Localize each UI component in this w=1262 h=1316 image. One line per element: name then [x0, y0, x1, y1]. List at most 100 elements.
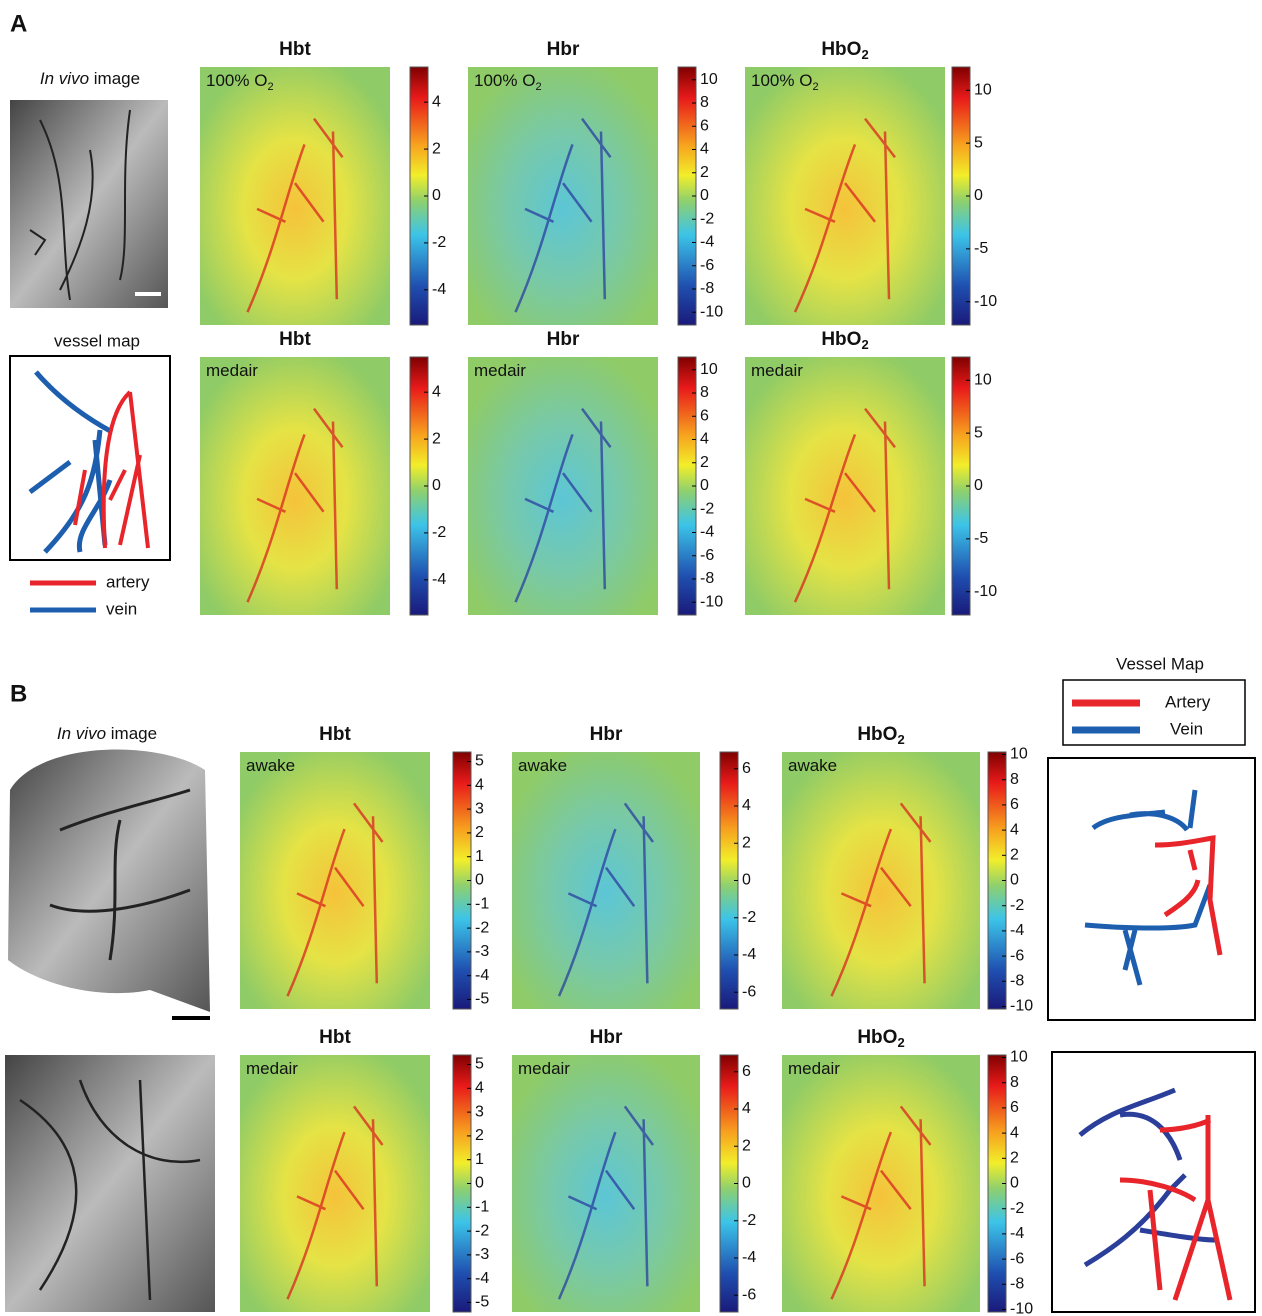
colorbar-tick-label: 2: [1010, 847, 1019, 864]
colorbar-tick-label: 0: [432, 477, 441, 494]
colorbar-tick-label: -5: [974, 530, 988, 547]
colorbar-tick-label: 2: [700, 164, 709, 181]
colorbar-tick-label: 2: [432, 140, 441, 157]
colorbar-tick-label: -6: [742, 983, 756, 1000]
map-vessels: [246, 407, 344, 603]
colorbar-tick-label: -5: [475, 1294, 489, 1311]
colorbar-tick-label: 0: [1010, 872, 1019, 889]
map-image: [200, 67, 390, 325]
colorbar-tick-label: 0: [742, 1175, 751, 1192]
colorbar-tick-label: 0: [475, 872, 484, 889]
colorbar-tick-label: 2: [700, 454, 709, 471]
colorbar-tick-label: -4: [475, 967, 489, 984]
colorbar-tick-label: 5: [974, 424, 983, 441]
colorbar-tick-label: -3: [475, 1246, 489, 1263]
map-image: [745, 67, 945, 325]
map-title: Hbr: [547, 39, 580, 60]
colorbar-tick-label: 3: [475, 800, 484, 817]
colorbar-tick-label: 1: [475, 848, 484, 865]
colorbar-tick-label: 4: [432, 383, 441, 400]
map-image: [468, 67, 658, 325]
map-title: HbO2: [821, 39, 868, 62]
map-title: Hbt: [319, 724, 351, 745]
map-image: [512, 752, 700, 1009]
colorbar-tick-label: 0: [432, 187, 441, 204]
map-title: Hbt: [279, 39, 311, 60]
map-condition: awake: [246, 756, 295, 775]
colorbar-tick-label: -1: [475, 1199, 489, 1216]
legend-label: artery: [106, 572, 150, 591]
map-vessels: [793, 407, 896, 603]
colorbar-tick-label: -4: [700, 524, 714, 541]
map-vessels: [246, 117, 344, 313]
vessel-map: [9, 355, 171, 561]
colorbar-tick-label: 8: [700, 384, 709, 401]
colorbar-tick-label: 2: [742, 834, 751, 851]
colorbar-tick-label: 0: [1010, 1175, 1019, 1192]
colorbar-tick-label: 0: [742, 872, 751, 889]
colorbar-tick-label: 10: [974, 81, 992, 98]
colorbar-tick-label: 2: [742, 1137, 751, 1154]
colorbar-tick-label: 2: [1010, 1150, 1019, 1167]
colorbar-tick-label: -4: [1010, 922, 1024, 939]
colorbar-tick-label: -3: [475, 943, 489, 960]
colorbar-tick-label: -4: [700, 234, 714, 251]
colorbar-tick-label: -2: [742, 1212, 756, 1229]
colorbar-tick-label: 3: [475, 1103, 484, 1120]
colorbar-tick-label: -2: [475, 919, 489, 936]
map-title: Hbr: [547, 329, 580, 350]
colorbar-tick-label: -10: [1010, 1301, 1033, 1316]
colorbar-tick-label: -2: [432, 524, 446, 541]
colorbar-tick-label: 4: [700, 431, 709, 448]
colorbar-tick-label: -4: [1010, 1225, 1024, 1242]
map-condition: 100% O2: [474, 71, 542, 92]
colorbar-tick-label: -5: [475, 991, 489, 1008]
in-vivo-label: In vivo image: [57, 724, 157, 743]
colorbar-tick-label: -6: [700, 257, 714, 274]
map-title: Hbr: [590, 1027, 623, 1048]
colorbar-tick-label: -8: [1010, 1276, 1024, 1293]
colorbar-tick-label: 5: [974, 134, 983, 151]
map-image: [782, 752, 980, 1009]
map-image: [745, 357, 945, 615]
map-condition: 100% O2: [206, 71, 274, 92]
colorbar-tick-label: -6: [1010, 947, 1024, 964]
map-condition: medair: [246, 1059, 298, 1078]
panel-label: B: [10, 680, 27, 707]
legend-label: Vein: [1170, 719, 1203, 738]
colorbar-tick-label: 2: [475, 824, 484, 841]
colorbar-tick-label: -6: [700, 547, 714, 564]
map-condition: awake: [518, 756, 567, 775]
colorbar-tick-label: 6: [742, 760, 751, 777]
colorbar-tick-label: 8: [700, 94, 709, 111]
colorbar-tick-label: -2: [1010, 897, 1024, 914]
map-vessels: [793, 117, 896, 313]
map-vessels: [557, 802, 655, 997]
map-vessels: [286, 802, 384, 997]
colorbar-tick-label: -10: [974, 583, 997, 600]
map-vessels: [557, 1105, 655, 1300]
vessel-map-title: vessel map: [54, 331, 140, 350]
colorbar-tick-label: 10: [974, 371, 992, 388]
colorbar-tick-label: 6: [700, 117, 709, 134]
in-vivo-label: In vivo image: [40, 69, 140, 88]
colorbar-tick-label: 10: [1010, 746, 1028, 763]
colorbar-tick-label: 2: [475, 1127, 484, 1144]
map-condition: awake: [788, 756, 837, 775]
map-image: [240, 752, 430, 1009]
colorbar-tick-label: -6: [742, 1286, 756, 1303]
colorbar-tick-label: -2: [475, 1222, 489, 1239]
colorbar-tick-label: 4: [1010, 1124, 1019, 1141]
colorbar-tick-label: 8: [1010, 1074, 1019, 1091]
map-vessels: [286, 1105, 384, 1300]
colorbar-tick-label: -4: [432, 281, 446, 298]
map-image: [468, 357, 658, 615]
colorbar-tick-label: 0: [700, 477, 709, 494]
vessel-map: [1047, 757, 1256, 1313]
colorbar-tick-label: -8: [700, 280, 714, 297]
colorbar-tick-label: -1: [475, 896, 489, 913]
colorbar-tick-label: -4: [742, 1249, 756, 1266]
colorbar-tick-label: 5: [475, 1056, 484, 1073]
colorbar-tick-label: -8: [1010, 973, 1024, 990]
